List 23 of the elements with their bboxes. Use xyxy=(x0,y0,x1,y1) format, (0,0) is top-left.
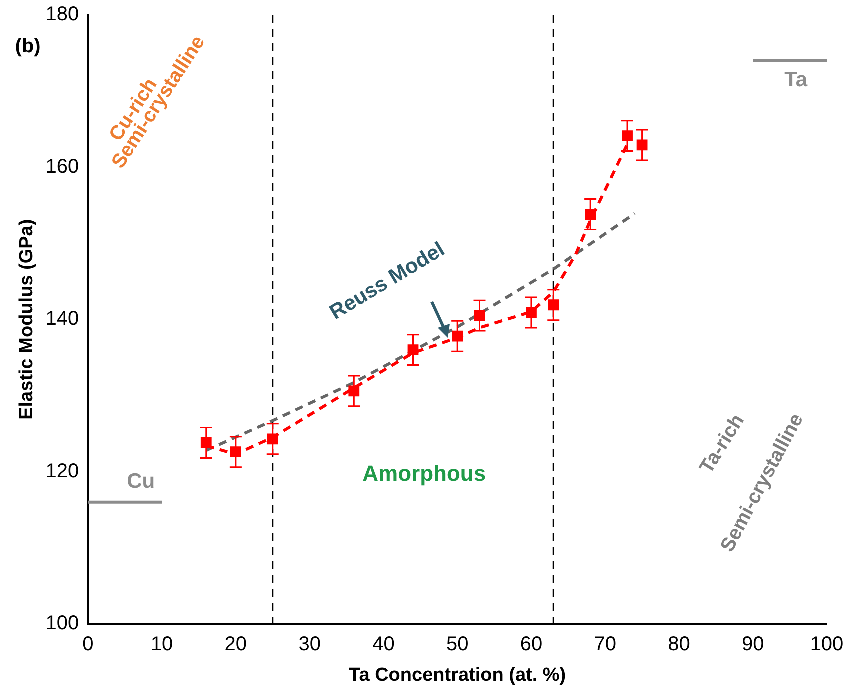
x-tick-label: 20 xyxy=(224,634,248,656)
x-tick-label: 60 xyxy=(520,634,543,656)
x-tick-label: 100 xyxy=(810,634,844,656)
series-label: Ta xyxy=(784,68,808,92)
y-tick-label: 140 xyxy=(46,308,80,330)
y-tick-label: 120 xyxy=(46,460,80,482)
x-tick-label: 50 xyxy=(446,634,469,656)
x-tick-label: 30 xyxy=(298,634,321,656)
series-label: Cu xyxy=(127,470,156,494)
x-tick-label: 40 xyxy=(372,634,395,656)
x-tick-label: 10 xyxy=(150,634,174,656)
y-axis-title: Elastic Modulus (GPa) xyxy=(16,219,38,420)
x-tick-label: 0 xyxy=(82,634,94,656)
x-tick-label: 80 xyxy=(668,634,690,656)
x-tick-label: 90 xyxy=(742,634,764,656)
y-tick-label: 180 xyxy=(46,4,80,26)
x-tick-label: 70 xyxy=(594,634,616,656)
annotation: Amorphous xyxy=(362,461,486,486)
y-tick-label: 100 xyxy=(46,612,80,635)
text: (b) xyxy=(15,36,41,58)
line-series xyxy=(204,212,636,452)
x-axis-title: Ta Concentration (at. %) xyxy=(349,664,566,686)
y-tick-label: 160 xyxy=(46,156,80,178)
